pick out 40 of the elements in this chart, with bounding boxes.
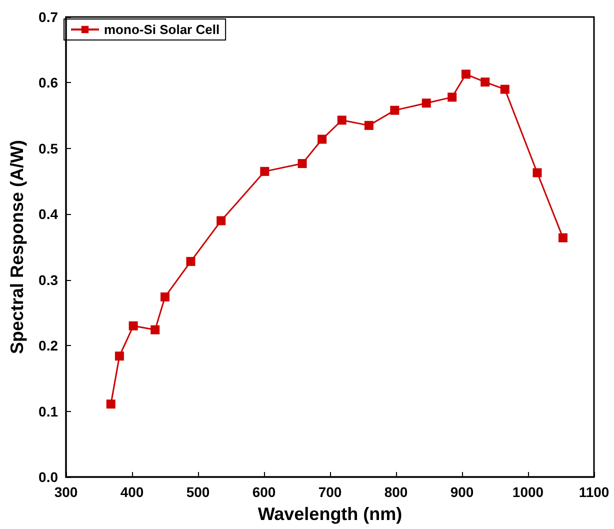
y-tick-label: 0.3 [38,272,58,288]
point [318,134,327,144]
point [390,106,400,115]
point [260,166,270,176]
y-tick-label: 0.5 [38,140,58,156]
point [337,116,346,125]
point [150,325,160,334]
y-tick-label: 0.4 [38,206,58,222]
point [160,292,170,302]
x-tick-label: 700 [318,484,342,500]
point [298,159,307,168]
y-tick-label: 0.1 [38,403,58,420]
x-tick-label: 800 [384,484,408,500]
y-tick-label: 0.2 [38,338,58,354]
point [106,400,116,409]
point [128,321,138,330]
point [114,352,124,361]
point [186,256,196,266]
x-tick-label: 400 [120,484,144,500]
x-tick-label: 1100 [578,484,610,500]
point [422,98,431,108]
x-tick-label: 600 [252,484,276,500]
y-tick-label: 0.6 [38,74,58,91]
point [216,216,226,226]
legend-label: mono-Si Solar Cell [104,22,220,37]
point [364,120,374,130]
x-tick-label: 1000 [512,484,544,500]
point [532,168,542,178]
point [500,84,510,94]
point [448,92,457,102]
y-tick-label: 0.7 [38,9,58,25]
y-tick-label: 0.0 [38,469,58,485]
y-axis-title: Spectral Response (A/W) [7,140,27,354]
point [558,233,568,242]
x-tick-label: 500 [186,484,210,500]
x-tick-label: 900 [450,484,474,500]
x-tick-label: 300 [54,484,78,500]
point [461,70,470,79]
x-axis-title: Wavelength (nm) [258,504,402,524]
point [480,78,490,87]
